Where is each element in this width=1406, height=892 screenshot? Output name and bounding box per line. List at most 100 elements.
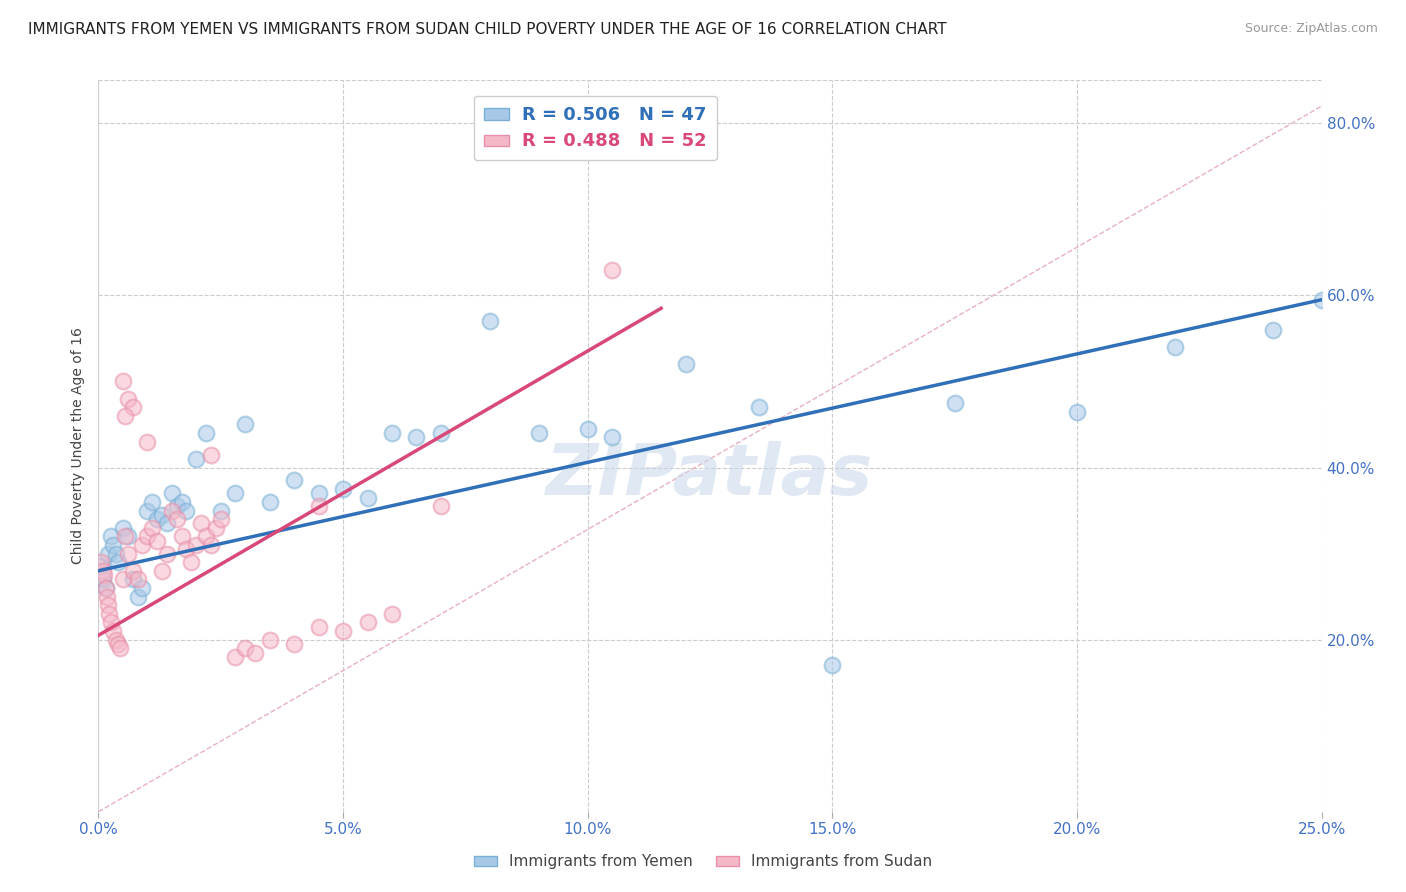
Point <box>576 422 599 436</box>
Point <box>131 538 153 552</box>
Point <box>110 641 132 656</box>
Point <box>821 658 844 673</box>
Point <box>131 581 153 595</box>
Point <box>97 547 120 561</box>
Point <box>111 573 134 587</box>
Point <box>114 409 136 423</box>
Legend: Immigrants from Yemen, Immigrants from Sudan: Immigrants from Yemen, Immigrants from S… <box>468 848 938 875</box>
Point <box>430 500 453 514</box>
Point <box>176 542 198 557</box>
Point <box>160 486 183 500</box>
Point <box>96 590 118 604</box>
Point <box>186 451 208 466</box>
Point <box>166 512 188 526</box>
Point <box>100 615 122 630</box>
Point <box>308 486 330 500</box>
Point <box>200 538 222 552</box>
Point <box>111 375 134 389</box>
Point <box>1261 323 1284 337</box>
Point <box>600 262 623 277</box>
Point <box>146 533 169 548</box>
Point <box>117 547 139 561</box>
Point <box>190 516 212 531</box>
Point <box>243 646 266 660</box>
Legend: R = 0.506   N = 47, R = 0.488   N = 52: R = 0.506 N = 47, R = 0.488 N = 52 <box>474 96 717 161</box>
Point <box>430 426 453 441</box>
Point <box>233 641 256 656</box>
Point <box>675 357 697 371</box>
Point <box>1164 340 1187 354</box>
Point <box>180 555 202 569</box>
Point <box>160 503 183 517</box>
Point <box>90 555 112 569</box>
Point <box>283 474 305 488</box>
Point <box>166 500 188 514</box>
Point <box>156 547 179 561</box>
Text: IMMIGRANTS FROM YEMEN VS IMMIGRANTS FROM SUDAN CHILD POVERTY UNDER THE AGE OF 16: IMMIGRANTS FROM YEMEN VS IMMIGRANTS FROM… <box>28 22 946 37</box>
Point <box>381 607 404 621</box>
Point <box>141 521 163 535</box>
Point <box>209 512 232 526</box>
Point <box>195 426 218 441</box>
Point <box>127 590 149 604</box>
Point <box>156 516 179 531</box>
Point <box>259 632 281 647</box>
Point <box>381 426 404 441</box>
Point <box>90 559 112 574</box>
Point <box>111 521 134 535</box>
Point <box>94 581 117 595</box>
Point <box>748 401 770 415</box>
Text: Source: ZipAtlas.com: Source: ZipAtlas.com <box>1244 22 1378 36</box>
Point <box>121 573 143 587</box>
Point <box>121 401 143 415</box>
Point <box>150 508 173 522</box>
Point <box>1066 404 1088 418</box>
Point <box>136 503 159 517</box>
Point <box>356 615 378 630</box>
Point <box>405 430 427 444</box>
Point <box>205 521 228 535</box>
Point <box>136 434 159 449</box>
Point <box>224 486 246 500</box>
Point <box>195 529 218 543</box>
Point <box>186 538 208 552</box>
Point <box>332 482 354 496</box>
Point <box>141 495 163 509</box>
Point <box>1310 293 1333 307</box>
Point <box>308 500 330 514</box>
Point <box>332 624 354 638</box>
Point <box>94 581 117 595</box>
Point <box>114 529 136 543</box>
Point <box>259 495 281 509</box>
Point <box>283 637 305 651</box>
Point <box>98 607 121 621</box>
Point <box>104 547 127 561</box>
Text: ZIPatlas: ZIPatlas <box>547 441 873 509</box>
Point <box>527 426 550 441</box>
Point <box>104 632 127 647</box>
Point <box>478 314 501 328</box>
Point <box>224 649 246 664</box>
Point <box>176 503 198 517</box>
Point <box>101 538 124 552</box>
Point <box>93 568 115 582</box>
Point <box>146 512 169 526</box>
Y-axis label: Child Poverty Under the Age of 16: Child Poverty Under the Age of 16 <box>70 327 84 565</box>
Point <box>943 396 966 410</box>
Point <box>308 620 330 634</box>
Point <box>200 448 222 462</box>
Point <box>136 529 159 543</box>
Point <box>91 564 114 578</box>
Point <box>117 529 139 543</box>
Point <box>127 573 149 587</box>
Point <box>107 555 129 569</box>
Point <box>97 598 120 612</box>
Point <box>170 529 193 543</box>
Point <box>170 495 193 509</box>
Point <box>233 417 256 432</box>
Point <box>600 430 623 444</box>
Point <box>150 564 173 578</box>
Point <box>117 392 139 406</box>
Point <box>121 564 143 578</box>
Point <box>101 624 124 638</box>
